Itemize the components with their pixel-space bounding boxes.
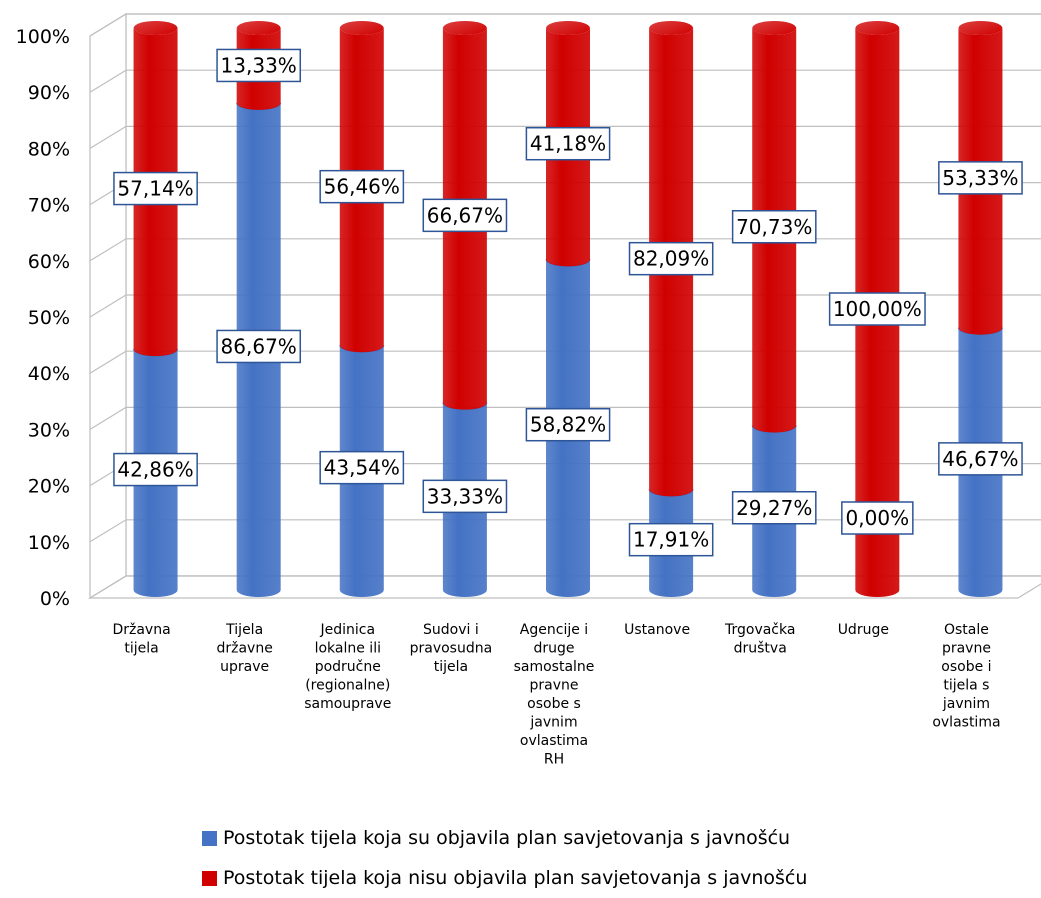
data-label-box: [628, 241, 714, 276]
legend-swatch-not-published: [202, 870, 217, 886]
y-tick-label: 90%: [28, 82, 70, 104]
x-tick-label: Agencije i druge samostalne pravne osobe s ja…: [514, 622, 595, 768]
y-tick-label: 60%: [28, 251, 70, 273]
data-label-text: 86,67%: [221, 334, 297, 358]
data-label-text: 17,91%: [633, 528, 709, 552]
data-label-published: 17,91%: [628, 522, 714, 557]
legend-item-not-published: Postotak tijela koja nisu objavila plan …: [202, 858, 807, 898]
data-label-box: [938, 161, 1023, 195]
data-label-text: 42,86%: [117, 458, 193, 482]
data-label-box: [731, 210, 817, 244]
data-label-not-published: 66,67%: [422, 198, 508, 233]
bar-cap: [339, 21, 384, 35]
data-label-not-published: 57,14%: [113, 171, 198, 206]
data-label-box: [113, 452, 198, 487]
data-label-not-published: 53,33%: [938, 161, 1023, 195]
data-label-text: 66,67%: [427, 203, 503, 227]
data-label-published: 0,00%: [841, 501, 914, 535]
data-label-box: [938, 442, 1023, 476]
y-tick-label: 30%: [28, 419, 70, 441]
data-label-box: [319, 450, 405, 485]
x-tick-label: Državna tijela: [112, 622, 170, 657]
data-label-text: 41,18%: [530, 132, 606, 156]
data-label-text: 46,67%: [942, 447, 1018, 471]
bar-cap: [133, 21, 178, 35]
bar-cap: [649, 21, 694, 35]
x-tick-label: Sudovi i pravosudna tijela: [410, 622, 493, 675]
x-tick-label: Ustanove: [624, 622, 690, 638]
data-label-box: [628, 522, 714, 557]
y-tick-label: 50%: [28, 307, 70, 329]
y-tick-label: 100%: [16, 26, 70, 48]
bar-cap: [546, 21, 590, 35]
y-tick-label: 70%: [28, 195, 70, 217]
data-label-box: [731, 491, 817, 525]
legend-swatch-published: [202, 830, 217, 846]
data-label-text: 43,54%: [324, 456, 400, 480]
y-tick-label: 20%: [28, 476, 70, 498]
x-tick-label: Udruge: [838, 622, 889, 638]
data-label-not-published: 100,00%: [828, 292, 926, 326]
data-label-not-published: 13,33%: [216, 48, 302, 83]
data-label-not-published: 70,73%: [731, 210, 817, 244]
data-label-published: 43,54%: [319, 450, 405, 485]
legend-item-published: Postotak tijela koja su objavila plan sa…: [202, 818, 807, 858]
x-tick-label: Jedinica lokalne ili područne (regionalne) s…: [304, 622, 391, 712]
bar-cap: [958, 21, 1003, 35]
data-label-published: 46,67%: [938, 442, 1023, 476]
data-label-not-published: 41,18%: [525, 126, 611, 161]
data-label-text: 56,46%: [324, 175, 400, 199]
legend-label-not-published: Postotak tijela koja nisu objavila plan …: [223, 867, 808, 889]
data-label-box: [525, 407, 611, 442]
data-label-published: 58,82%: [525, 407, 611, 442]
data-label-published: 29,27%: [731, 491, 817, 525]
data-label-text: 70,73%: [736, 215, 812, 239]
gridline: [89, 125, 1041, 149]
data-label-box: [319, 169, 405, 204]
bar-cap: [855, 21, 900, 35]
data-label-not-published: 56,46%: [319, 169, 405, 204]
bar-cap: [442, 21, 487, 35]
data-label-text: 58,82%: [530, 413, 606, 437]
x-tick-label: Tijela državne uprave: [216, 622, 272, 675]
legend: Postotak tijela koja su objavila plan sa…: [202, 818, 807, 898]
data-label-text: 33,33%: [427, 484, 503, 508]
data-label-box: [422, 198, 508, 233]
gridline: [89, 69, 1041, 93]
data-label-text: 53,33%: [942, 166, 1018, 190]
y-tick-label: 0%: [40, 588, 70, 610]
data-label-box: [525, 126, 611, 161]
gridline: [89, 350, 1041, 374]
data-label-text: 29,27%: [736, 496, 812, 520]
data-label-text: 0,00%: [846, 506, 910, 530]
data-label-text: 100,00%: [833, 297, 922, 321]
data-label-published: 42,86%: [113, 452, 198, 487]
data-label-box: [113, 171, 198, 206]
legend-label-published: Postotak tijela koja su objavila plan sa…: [223, 827, 791, 849]
data-label-box: [841, 501, 914, 535]
gridline: [89, 294, 1041, 318]
gridline: [89, 13, 1041, 37]
data-label-box: [216, 329, 302, 364]
y-tick-label: 40%: [28, 363, 70, 385]
data-label-text: 13,33%: [221, 53, 297, 77]
data-label-text: 82,09%: [633, 247, 709, 271]
bar-cap: [236, 21, 281, 35]
data-label-text: 57,14%: [117, 177, 193, 201]
y-tick-label: 10%: [28, 532, 70, 554]
gridline: [89, 575, 1041, 599]
data-label-box: [216, 48, 302, 83]
gridline: [89, 406, 1041, 430]
data-label-published: 33,33%: [422, 479, 508, 514]
data-label-not-published: 82,09%: [628, 241, 714, 276]
y-tick-label: 80%: [28, 138, 70, 160]
x-tick-label: Trgovačka društva: [724, 622, 795, 657]
x-tick-label: Ostale pravne osobe i tijela s javnim ovlasti…: [932, 622, 1000, 731]
bar-cap: [752, 21, 797, 35]
data-label-box: [422, 479, 508, 514]
chart-plot: 0% 10% 20% 30% 40% 50% 60% 70% 80% 90% 100% 42,86% 5…: [16, 12, 1041, 768]
data-label-published: 86,67%: [216, 329, 302, 364]
data-label-box: [828, 292, 926, 326]
